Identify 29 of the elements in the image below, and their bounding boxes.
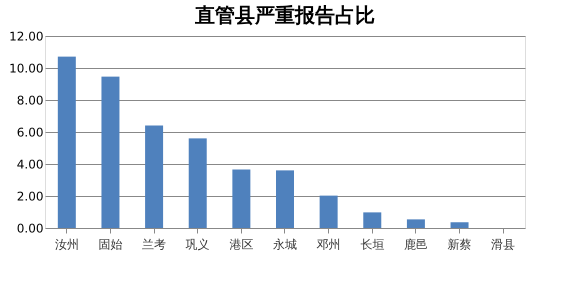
bar xyxy=(276,170,294,228)
bar xyxy=(363,212,382,228)
bar xyxy=(450,222,469,228)
x-tick-label: 固始 xyxy=(98,238,122,252)
x-tick-label: 鹿邑 xyxy=(404,238,428,252)
bar xyxy=(406,219,425,228)
y-tick-label: 10.00 xyxy=(9,62,44,76)
y-tick-label: 8.00 xyxy=(16,94,44,108)
x-tick-label: 邓州 xyxy=(316,238,341,252)
x-tick-label: 新蔡 xyxy=(448,238,472,252)
y-tick-label: 0.00 xyxy=(16,222,44,236)
bar xyxy=(58,56,76,228)
x-tick-label: 汝州 xyxy=(54,238,79,252)
bar xyxy=(232,169,250,228)
y-tick-label: 12.00 xyxy=(9,30,44,44)
y-tick-label: 6.00 xyxy=(16,126,44,140)
chart-title: 直管县严重报告占比 xyxy=(194,3,375,27)
bar xyxy=(145,125,164,228)
bar xyxy=(188,138,207,228)
x-tick-label: 兰考 xyxy=(142,238,166,252)
x-tick-label: 长垣 xyxy=(360,238,384,252)
x-tick-label: 巩义 xyxy=(186,238,210,252)
bar xyxy=(320,196,338,228)
x-tick-label: 永城 xyxy=(273,238,297,252)
y-tick-label: 2.00 xyxy=(16,190,44,204)
y-tick-label: 4.00 xyxy=(16,158,44,172)
bar xyxy=(101,76,120,228)
x-tick-label: 滑县 xyxy=(491,238,516,252)
x-tick-label: 港区 xyxy=(229,238,254,252)
